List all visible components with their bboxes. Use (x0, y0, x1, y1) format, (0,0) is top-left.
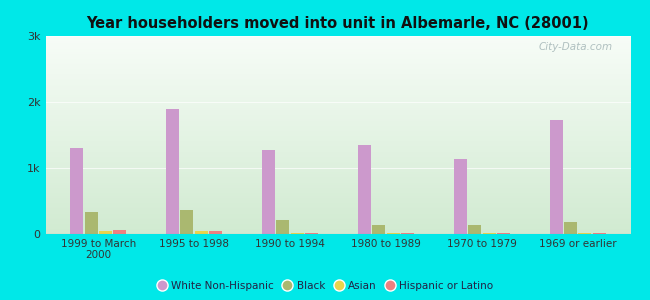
Bar (482, 233, 495, 234)
Bar (564, 222, 577, 234)
Bar (593, 233, 606, 234)
Bar (305, 233, 318, 234)
Bar (181, 210, 194, 234)
Bar (387, 233, 400, 234)
Text: City-Data.com: City-Data.com (539, 42, 613, 52)
Bar (276, 220, 289, 234)
Bar (209, 231, 222, 234)
Bar (113, 230, 126, 234)
Bar (358, 145, 371, 234)
Title: Year householders moved into unit in Albemarle, NC (28001): Year householders moved into unit in Alb… (86, 16, 590, 31)
Bar (401, 233, 414, 234)
Bar (291, 233, 304, 234)
Bar (468, 225, 481, 234)
Bar (99, 231, 112, 234)
Bar (262, 149, 275, 234)
Legend: White Non-Hispanic, Black, Asian, Hispanic or Latino: White Non-Hispanic, Black, Asian, Hispan… (152, 277, 498, 295)
Bar (195, 231, 208, 234)
Bar (70, 148, 83, 234)
Bar (454, 159, 467, 234)
Bar (166, 109, 179, 234)
Bar (550, 121, 563, 234)
Bar (497, 233, 510, 234)
Bar (578, 233, 592, 234)
Bar (372, 225, 385, 234)
Bar (84, 212, 98, 234)
